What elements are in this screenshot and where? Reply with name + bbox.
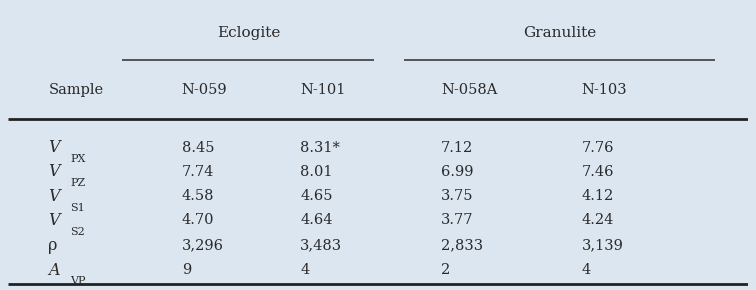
Text: 7.76: 7.76	[582, 141, 614, 155]
Text: 3.77: 3.77	[441, 213, 473, 227]
Text: V: V	[48, 212, 60, 229]
Text: A: A	[48, 262, 60, 279]
Text: 8.01: 8.01	[300, 165, 333, 179]
Text: N-059: N-059	[181, 83, 228, 97]
Text: 4.64: 4.64	[300, 213, 333, 227]
Text: 8.31*: 8.31*	[300, 141, 340, 155]
Text: PZ: PZ	[70, 178, 85, 188]
Text: 7.46: 7.46	[582, 165, 614, 179]
Text: N-058A: N-058A	[441, 83, 497, 97]
Text: 3,139: 3,139	[582, 238, 624, 252]
Text: N-101: N-101	[300, 83, 345, 97]
Text: VP: VP	[70, 276, 86, 287]
Text: 8.45: 8.45	[181, 141, 214, 155]
Text: 4.12: 4.12	[582, 189, 614, 203]
Text: 4: 4	[300, 263, 309, 277]
Text: ρ: ρ	[48, 237, 57, 253]
Text: 2,833: 2,833	[441, 238, 483, 252]
Text: 4.58: 4.58	[181, 189, 214, 203]
Text: V: V	[48, 164, 60, 180]
Text: N-103: N-103	[582, 83, 627, 97]
Text: 7.12: 7.12	[441, 141, 473, 155]
Text: 4.24: 4.24	[582, 213, 614, 227]
Text: 2: 2	[441, 263, 451, 277]
Text: V: V	[48, 188, 60, 205]
Text: 3,296: 3,296	[181, 238, 224, 252]
Text: S1: S1	[70, 202, 85, 213]
Text: 7.74: 7.74	[181, 165, 214, 179]
Text: 3.75: 3.75	[441, 189, 473, 203]
Text: 4.70: 4.70	[181, 213, 214, 227]
Text: V: V	[48, 139, 60, 156]
Text: PX: PX	[70, 154, 86, 164]
Text: Sample: Sample	[48, 83, 104, 97]
Text: Eclogite: Eclogite	[217, 26, 280, 40]
Text: 3,483: 3,483	[300, 238, 342, 252]
Text: 4.65: 4.65	[300, 189, 333, 203]
Text: 6.99: 6.99	[441, 165, 473, 179]
Text: 4: 4	[582, 263, 591, 277]
Text: 9: 9	[181, 263, 191, 277]
Text: S2: S2	[70, 227, 85, 237]
Text: Granulite: Granulite	[523, 26, 596, 40]
